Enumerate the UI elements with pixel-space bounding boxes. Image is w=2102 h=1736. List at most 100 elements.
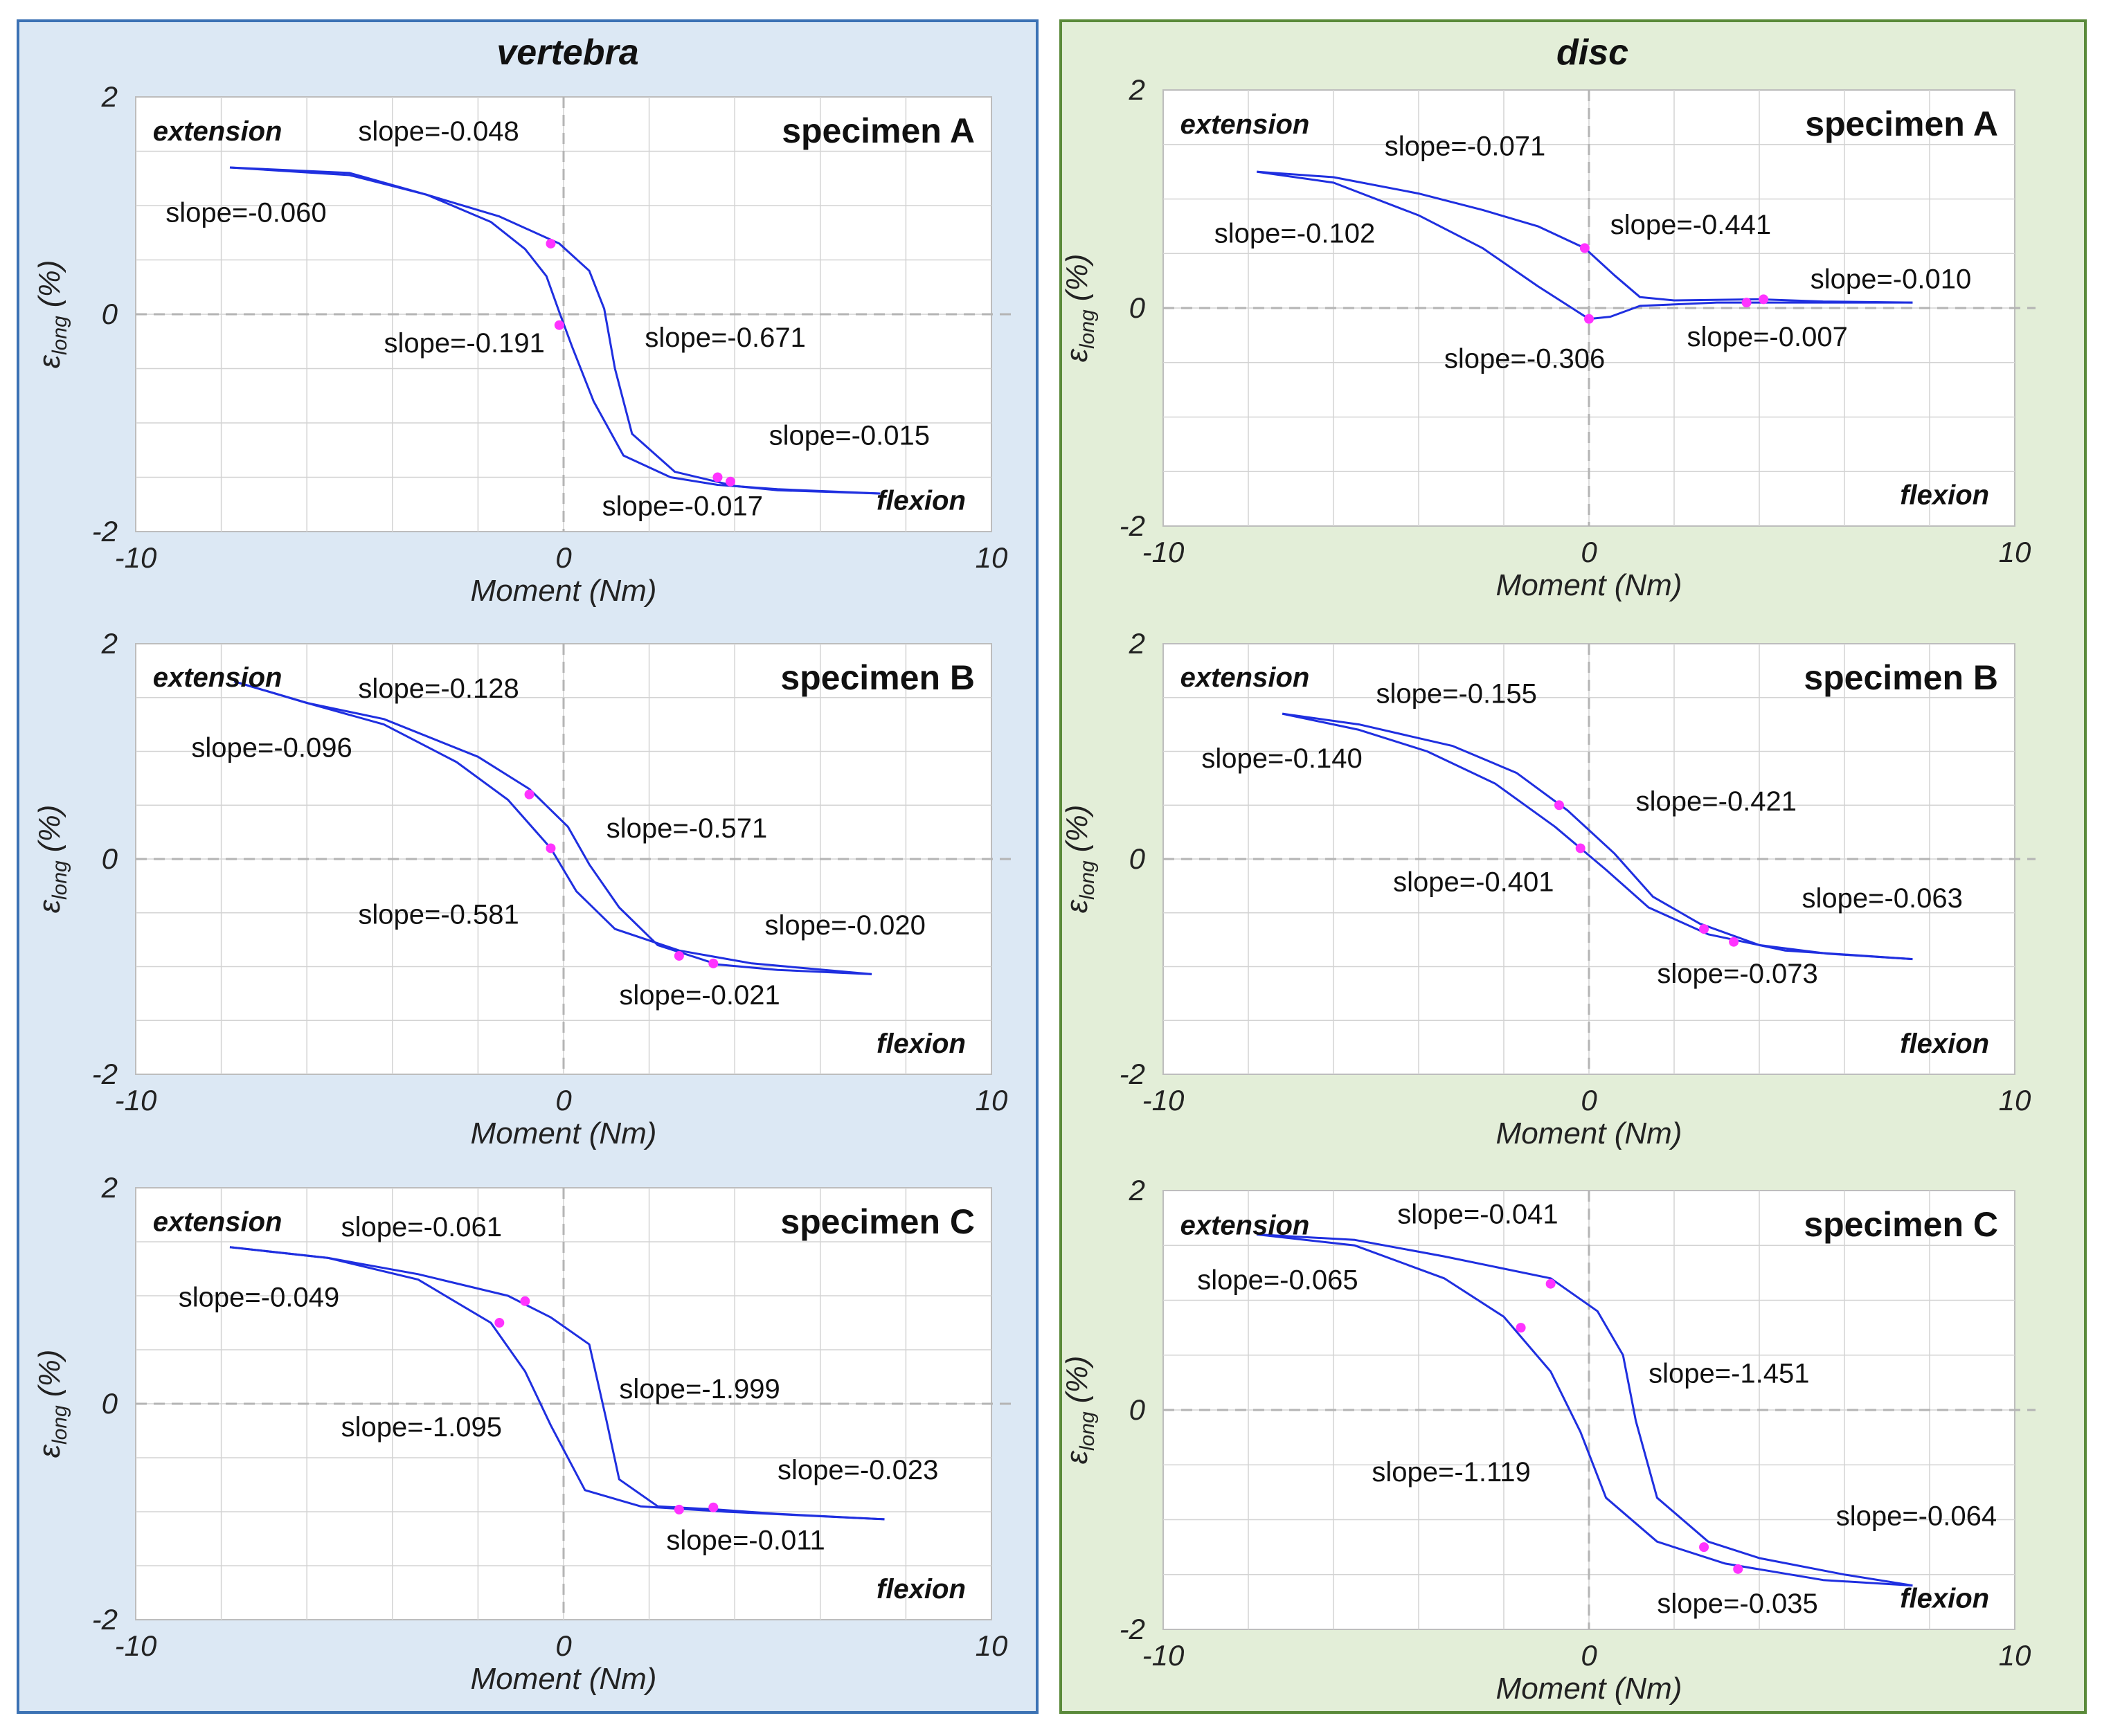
specimen-title: specimen A — [1805, 105, 1998, 143]
y-label-subscript: long — [1076, 309, 1099, 349]
x-tick-label: -10 — [115, 1084, 157, 1116]
extension-label: extension — [153, 662, 282, 693]
chart-vA: -10 0 10 -2 0 2 Moment (Nm) εlong (%) specimen A… — [33, 80, 1012, 608]
slope-annotation: slope=-0.010 — [1811, 264, 1971, 295]
x-axis-label: Moment (Nm) — [1496, 568, 1682, 602]
slope-annotation: slope=-1.451 — [1649, 1358, 1809, 1389]
slope-annotation: slope=-0.071 — [1385, 132, 1545, 162]
flexion-label: flexion — [877, 1029, 966, 1059]
x-tick-label: 0 — [1581, 1639, 1597, 1672]
unloading-curve — [229, 1246, 885, 1521]
slope-annotation: slope=-0.191 — [384, 328, 544, 359]
extension-label: extension — [153, 116, 282, 147]
flexion-label: flexion — [1900, 480, 1989, 511]
x-axis-label: Moment (Nm) — [1496, 1672, 1682, 1706]
x-tick-label: 0 — [1581, 536, 1597, 568]
x-tick-label: 0 — [555, 541, 572, 574]
x-tick-label: 10 — [1999, 536, 2031, 568]
y-tick-label: 2 — [1129, 627, 1145, 660]
unloading-curve — [229, 166, 881, 495]
y-label-unit: (%) — [33, 260, 66, 316]
unloading-curve — [1257, 170, 1913, 304]
slope-annotation: slope=-0.064 — [1836, 1501, 1997, 1531]
slope-annotation: slope=-0.065 — [1197, 1265, 1358, 1296]
extension-label: extension — [1180, 109, 1310, 140]
y-tick-label: 0 — [102, 298, 118, 330]
fit-point — [1729, 937, 1739, 947]
y-tick-label: 2 — [1129, 1174, 1145, 1206]
y-label-unit: (%) — [33, 1350, 66, 1406]
slope-annotation: slope=-0.060 — [165, 198, 326, 228]
slope-annotation: slope=-0.096 — [191, 732, 352, 763]
x-axis-label: Moment (Nm) — [471, 1116, 657, 1150]
slope-annotation: slope=-0.007 — [1687, 322, 1847, 352]
x-tick-label: -10 — [115, 541, 157, 574]
slope-annotation: slope=-0.015 — [769, 420, 930, 451]
y-tick-label: -2 — [92, 515, 118, 548]
y-tick-label: 2 — [1129, 73, 1145, 106]
fit-point — [1759, 294, 1769, 305]
y-tick-label: 2 — [101, 1171, 118, 1204]
y-tick-label: -2 — [92, 1603, 118, 1636]
flexion-label: flexion — [1900, 1583, 1989, 1613]
fit-point — [1741, 298, 1752, 308]
slope-annotation: slope=-0.102 — [1214, 219, 1375, 249]
slope-annotation: slope=-0.421 — [1636, 786, 1797, 817]
slope-annotation: slope=-0.401 — [1393, 867, 1554, 898]
y-axis-label: εlong (%) — [1060, 254, 1099, 363]
y-axis-label: εlong (%) — [33, 1350, 71, 1458]
specimen-title: specimen B — [780, 658, 975, 697]
extension-label: extension — [153, 1206, 282, 1237]
fit-point — [546, 238, 556, 248]
y-tick-label: 0 — [1129, 291, 1146, 324]
fit-point — [1579, 243, 1590, 253]
y-label-unit: (%) — [33, 805, 66, 861]
x-tick-label: 0 — [555, 1084, 572, 1116]
y-axis-label: εlong (%) — [1060, 805, 1099, 914]
y-label-symbol: ε — [33, 354, 66, 368]
y-tick-label: -2 — [1120, 1058, 1145, 1090]
y-label-symbol: ε — [33, 899, 66, 913]
slope-annotation: slope=-0.021 — [619, 980, 780, 1011]
y-label-subscript: long — [1076, 1411, 1099, 1451]
flexion-label: flexion — [1900, 1029, 1989, 1059]
y-axis-label: εlong (%) — [33, 805, 71, 914]
x-tick-label: 0 — [555, 1629, 572, 1662]
extension-label: extension — [1180, 662, 1310, 693]
slope-annotation: slope=-0.011 — [666, 1526, 825, 1556]
fit-point — [674, 950, 684, 961]
unloading-curve — [1257, 1233, 1913, 1587]
fit-point — [546, 843, 556, 853]
slope-annotation: slope=-0.073 — [1657, 959, 1817, 989]
slope-annotation: slope=-0.671 — [645, 323, 805, 353]
x-axis-label: Moment (Nm) — [471, 574, 657, 608]
loading-curve — [229, 166, 881, 495]
x-tick-label: 0 — [1581, 1084, 1597, 1116]
y-tick-label: -2 — [1120, 1613, 1145, 1645]
slope-annotation: slope=-0.441 — [1610, 210, 1771, 240]
y-label-unit: (%) — [1060, 805, 1094, 861]
unloading-curve — [233, 680, 872, 975]
x-tick-label: -10 — [1142, 1084, 1185, 1116]
y-axis-label: εlong (%) — [33, 260, 71, 369]
fit-point — [1699, 924, 1709, 934]
chart-vC: -10 0 10 -2 0 2 Moment (Nm) εlong (%) specimen C… — [33, 1171, 1012, 1696]
fit-point — [1733, 1564, 1743, 1574]
y-label-subscript: long — [48, 860, 71, 900]
vertebra-column-title: vertebra — [496, 33, 639, 73]
loading-curve — [1257, 1233, 1913, 1587]
loading-curve — [1257, 170, 1913, 320]
fit-point — [1516, 1323, 1526, 1333]
x-tick-label: 10 — [1999, 1084, 2031, 1116]
y-tick-label: 2 — [101, 627, 118, 660]
slope-annotation: slope=-0.581 — [358, 899, 519, 930]
y-tick-label: 0 — [1129, 1393, 1146, 1426]
y-tick-label: -2 — [1120, 509, 1145, 542]
slope-annotation: slope=-0.035 — [1657, 1589, 1817, 1619]
slope-annotation: slope=-0.063 — [1802, 883, 1963, 914]
x-tick-label: -10 — [1142, 1639, 1185, 1672]
slope-annotation: slope=-0.041 — [1397, 1200, 1558, 1230]
y-label-symbol: ε — [1060, 348, 1094, 362]
fit-point — [1554, 800, 1564, 811]
slope-annotation: slope=-0.140 — [1201, 743, 1362, 774]
